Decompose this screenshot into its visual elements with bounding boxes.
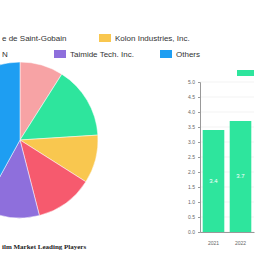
legend: e de Saint-Gobain Kolon Industries, Inc. N… (0, 34, 200, 59)
tick-mark (198, 232, 200, 233)
legend-swatch (54, 50, 66, 58)
legend-swatch (160, 50, 172, 58)
x-axis: 2021 2022 (201, 232, 255, 246)
tick-label: 4.5 (188, 94, 195, 100)
grid-line (200, 82, 254, 83)
chart-title: ilm Market Leading Players (2, 243, 86, 251)
bars (203, 121, 252, 232)
tick: 1.0 (188, 199, 200, 205)
legend-item: Others (160, 50, 200, 59)
tick: 3.0 (188, 139, 200, 145)
tick-label: 3.5 (188, 124, 195, 130)
tick-mark (198, 97, 200, 98)
tick: 2.5 (188, 154, 200, 160)
tick-label: 2021 (208, 240, 219, 246)
tick-mark (198, 127, 200, 128)
tick-label: 0.5 (188, 214, 195, 220)
tick-mark (198, 112, 200, 113)
grid-line (200, 97, 254, 98)
axis-line (198, 83, 201, 233)
grid-line (200, 112, 254, 113)
tick-label: 5.0 (188, 79, 195, 85)
data-label: 3.7 (236, 173, 245, 179)
legend-item: Kolon Industries, Inc. (99, 34, 190, 43)
pie-slice (0, 62, 20, 208)
data-labels: 3.4 3.7 (209, 173, 245, 184)
bar (230, 121, 252, 232)
tick: 0.0 (188, 229, 200, 235)
canvas: e de Saint-Gobain Kolon Industries, Inc. N… (0, 0, 256, 256)
data-label: 3.4 (209, 178, 218, 184)
legend-label: Kolon Industries, Inc. (115, 34, 190, 43)
tick-label: 1.0 (188, 199, 195, 205)
tick: 2022 (235, 232, 246, 246)
legend-swatch (237, 70, 254, 76)
tick-mark (198, 142, 200, 143)
tick-label: 2022 (235, 240, 246, 246)
tick: 0.5 (188, 214, 200, 220)
tick-label: 4.0 (188, 109, 195, 115)
pie (0, 62, 98, 218)
legend-item: N (0, 50, 8, 59)
tick: 3.5 (188, 124, 200, 130)
legend-item: Taimide Tech. Inc. (54, 50, 134, 59)
legend-swatch (99, 34, 111, 42)
y-axis: 0.0 0.5 1.0 1.5 2.0 2.5 3.0 3.5 4.0 4.5 5.0 (188, 79, 200, 235)
tick: 4.5 (188, 94, 200, 100)
legend-label: Taimide Tech. Inc. (70, 50, 134, 59)
tick-mark (198, 202, 200, 203)
tick: 2.0 (188, 169, 200, 175)
tick-mark (198, 217, 200, 218)
bar (203, 130, 225, 232)
axis-line (201, 232, 255, 233)
tick-label: 1.5 (188, 184, 195, 190)
tick: 4.0 (188, 109, 200, 115)
legend-label: Others (176, 50, 200, 59)
legend-label: e de Saint-Gobain (2, 34, 67, 43)
tick-mark (198, 82, 200, 83)
tick-label: 2.5 (188, 154, 195, 160)
tick: 5.0 (188, 79, 200, 85)
tick-mark (198, 172, 200, 173)
tick-mark (198, 157, 200, 158)
pie-slice (20, 74, 98, 140)
tick-label: 0.0 (188, 229, 195, 235)
legend-label: N (2, 50, 8, 59)
tick-label: 3.0 (188, 139, 195, 145)
tick-label: 2.0 (188, 169, 195, 175)
legend-item: e de Saint-Gobain (0, 34, 67, 43)
tick-mark (198, 187, 200, 188)
tick: 1.5 (188, 184, 200, 190)
tick: 2021 (208, 232, 219, 246)
grid (200, 82, 254, 232)
